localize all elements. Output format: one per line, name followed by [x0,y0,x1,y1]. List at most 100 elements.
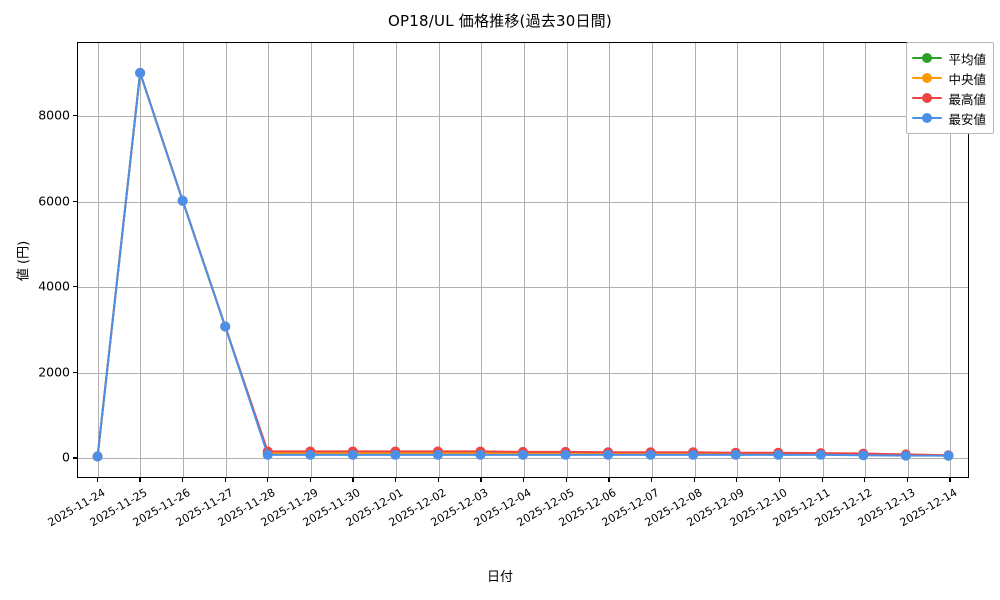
x-tick-mark [352,478,354,482]
x-tick-mark [181,478,184,482]
y-tick-mark [73,114,77,117]
x-tick-mark [778,478,781,482]
data-point-marker [560,449,571,460]
legend-swatch-icon [912,72,943,84]
gridline-vertical [353,43,355,477]
data-point-marker [305,449,316,460]
gridline-vertical [310,43,312,477]
data-point-marker [688,449,699,460]
data-point-marker [645,449,656,460]
gridline-vertical [140,43,142,477]
gridline-vertical [524,43,525,477]
data-point-marker [943,450,954,461]
y-axis-label-wrapper: 値 (円) [17,240,32,280]
data-point-marker [135,67,146,78]
legend-item-平均値[interactable]: 平均値 [912,48,986,68]
gridline-vertical [609,43,611,477]
y-tick-label: 2000 [38,364,70,380]
x-tick-mark [139,478,141,482]
gridline-horizontal [78,372,968,374]
data-point-marker [815,449,826,460]
data-point-marker [432,449,443,460]
gridline-vertical [225,43,227,477]
x-tick-mark [96,478,98,482]
x-tick-mark [224,478,226,482]
series-line [96,71,950,458]
data-point-marker [390,449,401,460]
series-lines-layer [92,67,954,462]
data-point-marker [92,451,103,462]
x-tick-mark [437,478,439,482]
series-最安値 [92,67,954,462]
gridline-vertical [779,43,781,477]
gridline-vertical [950,43,952,477]
x-tick-mark [949,478,951,482]
gridline-vertical [865,43,867,477]
legend-item-最高値[interactable]: 最高値 [912,88,986,108]
y-tick-mark [73,286,77,288]
x-tick-mark [906,478,908,482]
gridline-vertical [651,43,653,477]
legend-label: 最高値 [948,91,986,107]
x-tick-mark [693,478,695,482]
x-tick-mark [395,478,397,482]
y-tick-label: 4000 [38,278,70,294]
gridline-vertical [566,43,568,477]
legend-label: 最安値 [948,111,986,127]
gridline-vertical [907,43,909,477]
series-line [96,71,950,458]
gridline-vertical [268,43,270,477]
y-axis-label: 値 (円) [16,240,32,281]
data-point-marker [518,449,528,460]
y-tick-label: 6000 [38,193,70,208]
series-平均値 [92,67,954,462]
y-tick-label: 0 [62,449,70,465]
series-中央値 [92,67,954,462]
data-point-marker [730,449,741,460]
data-point-marker [262,449,273,460]
x-tick-mark [821,478,823,482]
data-point-marker [773,449,784,460]
y-tick-mark [73,371,77,374]
data-point-marker [475,449,486,460]
gridline-horizontal [78,115,968,117]
legend-swatch-icon [912,52,943,64]
chart-legend: 平均値中央値最高値最安値 [906,42,994,134]
data-point-marker [900,450,911,461]
series-最高値 [92,67,954,462]
x-tick-mark [650,478,653,482]
x-tick-mark [267,478,269,482]
legend-label: 平均値 [948,51,986,67]
data-point-marker [603,449,614,460]
legend-item-最安値[interactable]: 最安値 [912,108,986,128]
x-tick-mark [565,478,567,482]
gridline-vertical [694,43,696,477]
data-point-marker [177,195,188,206]
legend-item-中央値[interactable]: 中央値 [912,68,986,88]
chart-title: OP18/UL 価格推移(過去30日間) [388,12,612,30]
gridline-vertical [396,43,398,477]
x-axis-label: 日付 [486,570,513,585]
legend-swatch-icon [912,112,943,124]
x-tick-mark [736,478,738,482]
x-tick-mark [864,478,866,482]
x-tick-mark [480,478,482,482]
gridline-vertical [822,43,824,477]
legend-swatch-icon [912,92,943,104]
x-tick-mark [608,478,610,482]
data-point-marker [858,450,869,461]
gridline-vertical [97,43,99,477]
plot-area [77,42,969,478]
gridline-vertical [182,43,184,477]
series-line [96,71,950,458]
y-tick-mark [73,457,77,459]
gridline-vertical [737,43,739,477]
series-line [96,71,950,458]
data-point-marker [347,449,358,460]
x-tick-mark [309,478,312,482]
gridline-vertical [481,43,483,477]
x-tick-mark [523,478,525,482]
legend-label: 中央値 [948,71,986,87]
data-point-marker [220,321,231,332]
